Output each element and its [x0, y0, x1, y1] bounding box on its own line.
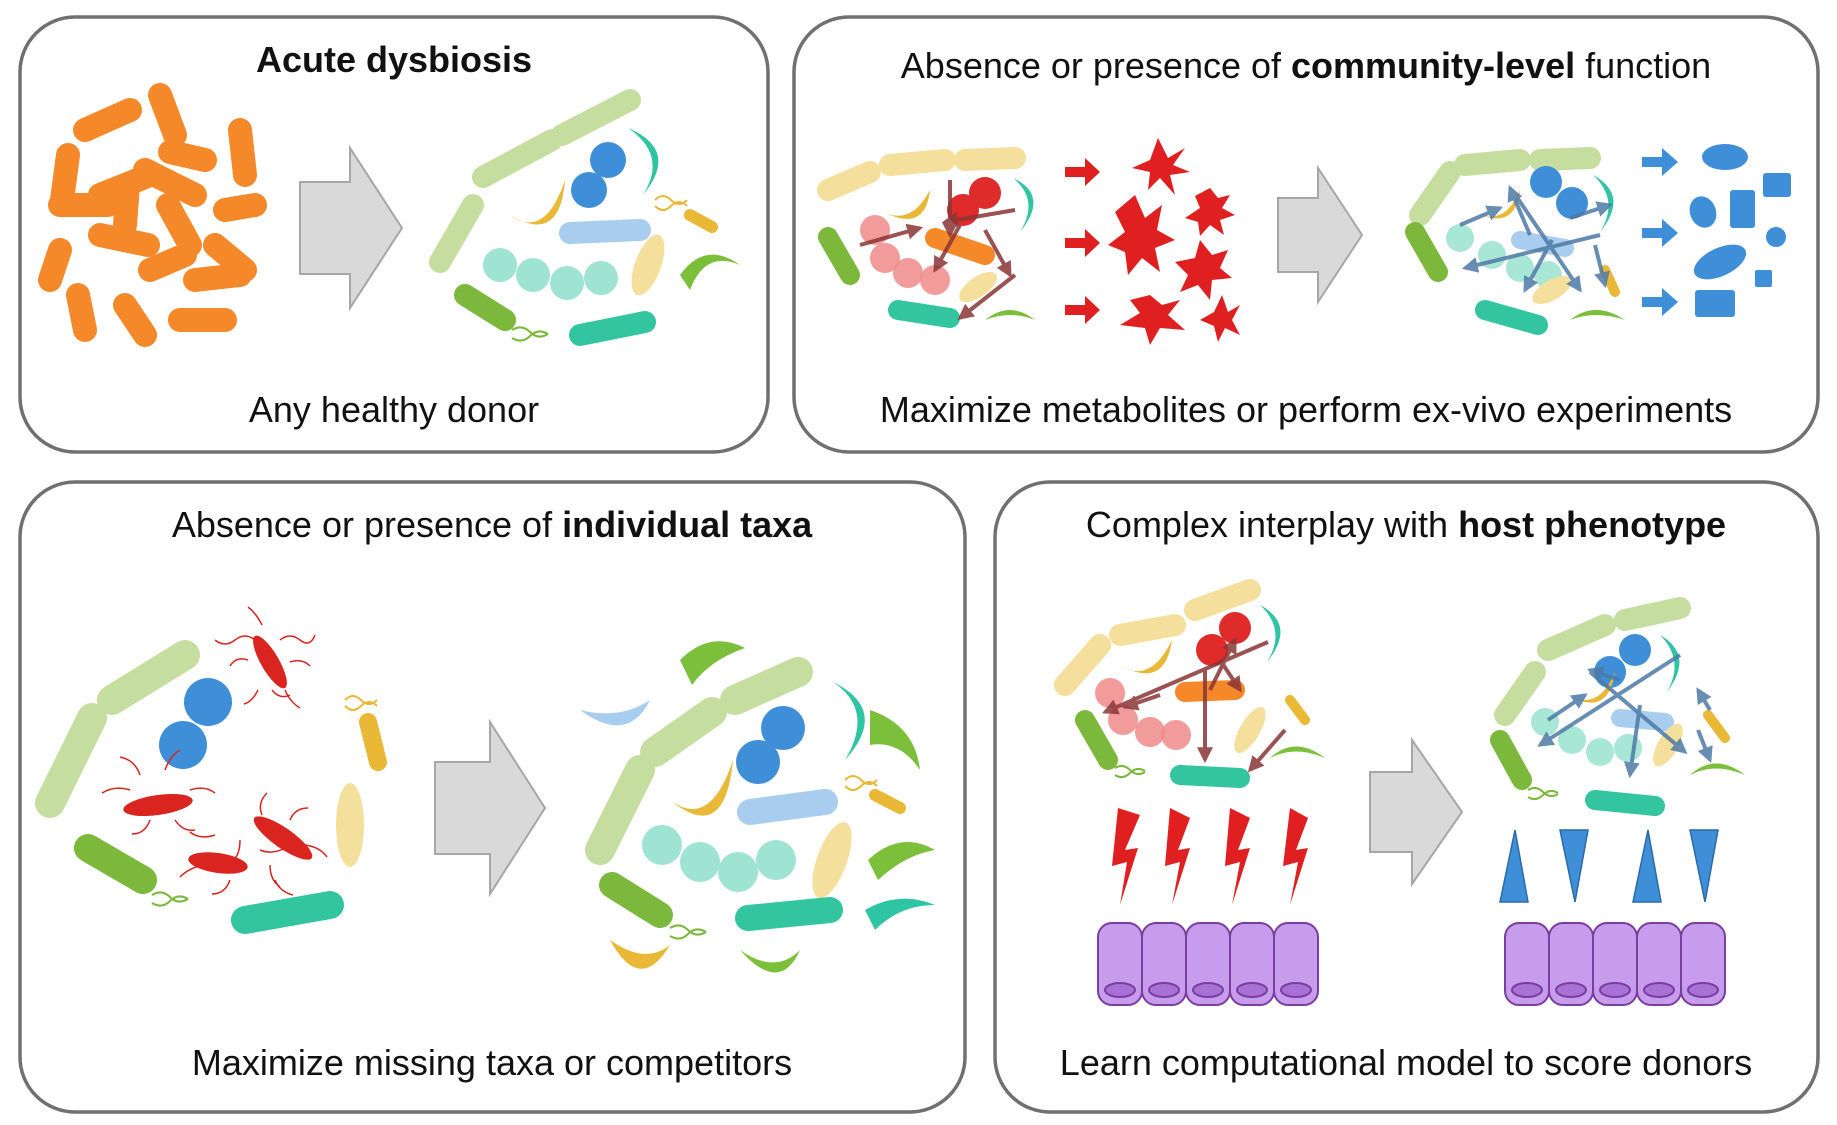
dna-helix-icon: [654, 195, 688, 211]
panel-community-function: Absence or presence of community-level f…: [792, 15, 1820, 454]
depleted-community: [35, 606, 387, 934]
blue-metabolite-icon: [1689, 144, 1791, 317]
block-arrow-icon: [299, 144, 404, 312]
red-starburst-icon: [1108, 138, 1240, 345]
restored-community-with-interactions: [1405, 147, 1625, 335]
epithelial-cell-icon: [1504, 922, 1726, 1006]
crescent-icon: [628, 128, 659, 195]
interaction-arrow-icon: [1459, 185, 1614, 293]
enriched-community: [580, 641, 935, 973]
panel-title: Acute dysbiosis: [256, 39, 532, 80]
block-arrow-icon: [1277, 164, 1364, 306]
panel-footer: Maximize missing taxa or competitors: [192, 1042, 792, 1083]
panel-host-phenotype: Complex interplay with host phenotype: [993, 480, 1820, 1114]
interaction-arrow-icon: [859, 180, 1017, 320]
dysbiotic-community-with-interactions: [817, 147, 1035, 328]
panel-title: Absence or presence of individual taxa: [172, 504, 813, 545]
panel-title-bold: Acute dysbiosis: [256, 39, 532, 80]
red-arrows: [1065, 158, 1100, 324]
interaction-arrow-icon: [1102, 637, 1287, 773]
block-arrow-icon: [434, 718, 547, 898]
flagellated-pathogen-icon: [123, 793, 193, 817]
flagellated-pathogen-icon: [214, 606, 316, 709]
dysbiotic-community-with-interactions: [1054, 579, 1325, 788]
panel-footer: Any healthy donor: [249, 389, 539, 430]
panel-footer: Maximize metabolites or perform ex-vivo …: [880, 389, 1732, 430]
blue-arrows: [1642, 148, 1678, 316]
epithelial-cell-icon: [1097, 922, 1319, 1006]
panel-title: Absence or presence of community-level f…: [901, 45, 1711, 86]
orange-bacillus-icon: [38, 83, 267, 347]
interaction-arrow-icon: [1537, 653, 1713, 779]
restored-community-with-interactions: [1490, 597, 1745, 816]
lightning-signal-icon: [1112, 808, 1308, 905]
block-arrow-icon: [1369, 736, 1464, 888]
blue-coccus-icon: [590, 142, 626, 178]
triangle-signal-icon: [1499, 829, 1719, 903]
panel-footer: Learn computational model to score donor…: [1060, 1042, 1752, 1083]
panel-individual-taxa: Absence or presence of individual taxa: [18, 480, 967, 1114]
panel-title: Complex interplay with host phenotype: [1086, 504, 1726, 545]
panel-acute-dysbiosis: Acute dysbiosis: [18, 15, 770, 454]
healthy-community: [429, 89, 740, 346]
